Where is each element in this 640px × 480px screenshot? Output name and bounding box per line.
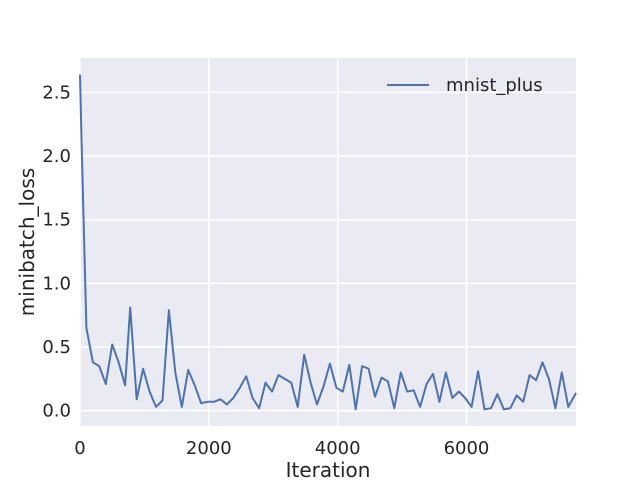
y-tick-label: 0.0 — [42, 401, 71, 422]
x-axis-label: Iteration — [286, 458, 371, 480]
plot-background — [80, 58, 576, 426]
x-tick-label: 2000 — [186, 438, 232, 459]
y-tick-labels: 0.0 0.5 1.0 1.5 2.0 2.5 — [42, 82, 71, 421]
x-tick-labels: 0 2000 4000 6000 — [74, 438, 489, 459]
y-tick-label: 2.0 — [42, 146, 71, 167]
grid-lines — [79, 58, 576, 426]
legend: mnist_plus — [387, 75, 543, 96]
x-tick-label: 0 — [74, 438, 85, 459]
y-tick-label: 1.0 — [42, 273, 71, 294]
y-tick-label: 0.5 — [42, 337, 71, 358]
series-line-mnist-plus — [79, 74, 577, 411]
x-tick-label: 6000 — [444, 438, 490, 459]
legend-label-mnist-plus: mnist_plus — [446, 75, 543, 96]
y-tick-label: 2.5 — [42, 82, 71, 103]
y-axis-label: minibatch_loss — [15, 168, 39, 316]
y-tick-label: 1.5 — [42, 210, 71, 231]
series-layer — [79, 74, 577, 411]
x-tick-label: 4000 — [315, 438, 361, 459]
